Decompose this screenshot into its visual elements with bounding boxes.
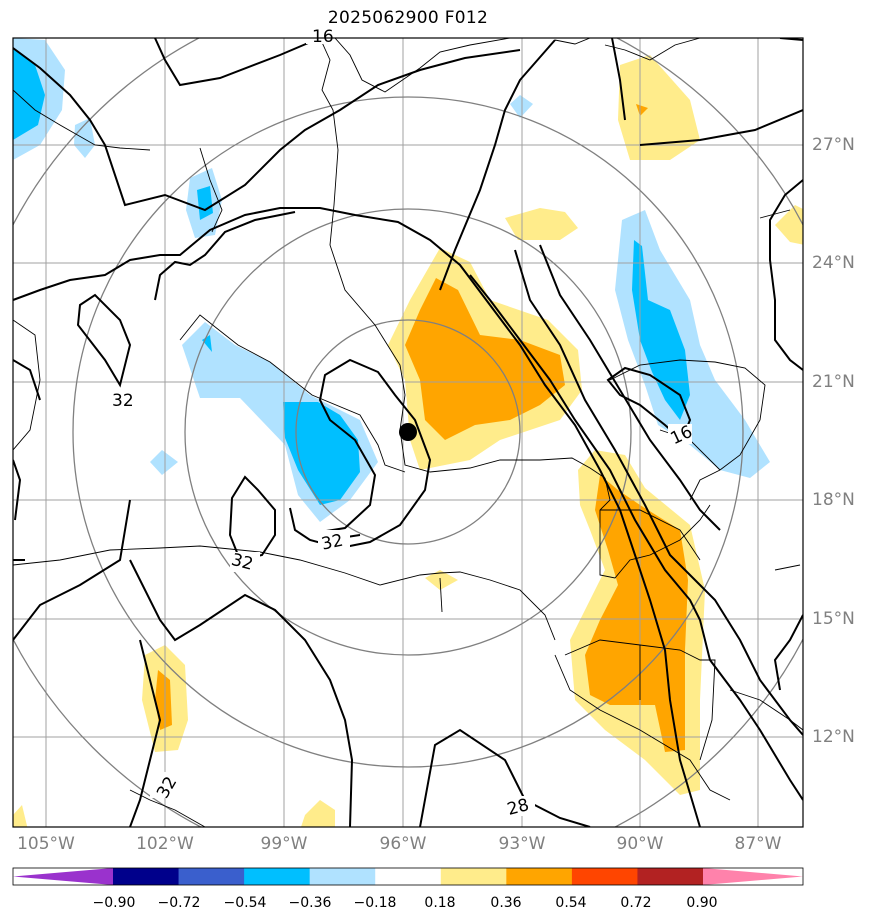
lon-label: 105°W <box>17 834 75 854</box>
colorbar-tick-label: −0.18 <box>353 895 397 911</box>
colorbar-tick-label: −0.90 <box>92 895 136 911</box>
lon-label: 87°W <box>734 834 782 854</box>
negative-shading <box>13 38 770 522</box>
colorbar-tick-label: 0.72 <box>620 895 652 911</box>
colorbar-tick-label: 0.54 <box>555 895 587 911</box>
colorbar-tick-label: −0.36 <box>288 895 332 911</box>
lat-label: 21°N <box>812 372 855 392</box>
lon-label: 93°W <box>498 834 546 854</box>
lon-label: 99°W <box>260 834 308 854</box>
lon-label: 102°W <box>136 834 194 854</box>
map-frame <box>12 37 804 828</box>
lat-label: 12°N <box>812 727 855 747</box>
lat-label: 27°N <box>812 135 855 155</box>
lon-label: 90°W <box>616 834 664 854</box>
lon-label: 96°W <box>379 834 427 854</box>
lat-label: 24°N <box>812 253 855 273</box>
colorbar-tick-label: 0.18 <box>424 895 456 911</box>
range-rings <box>13 38 803 827</box>
lat-label: 15°N <box>812 609 855 629</box>
height-contours <box>13 38 803 827</box>
contour-label: 32 <box>320 531 345 555</box>
map-title: 2025062900 F012 <box>327 8 489 28</box>
colorbar-tick-label: 0.90 <box>686 895 718 911</box>
colorbar-tick-label: 0.36 <box>490 895 522 911</box>
storm-center-dot <box>399 423 417 441</box>
contour-label: 32 <box>112 391 134 411</box>
contour-label: 16 <box>312 27 334 47</box>
lat-label: 18°N <box>812 490 855 510</box>
colorbar-tick-label: −0.72 <box>157 895 201 911</box>
colorbar-tick-label: −0.54 <box>223 895 267 911</box>
